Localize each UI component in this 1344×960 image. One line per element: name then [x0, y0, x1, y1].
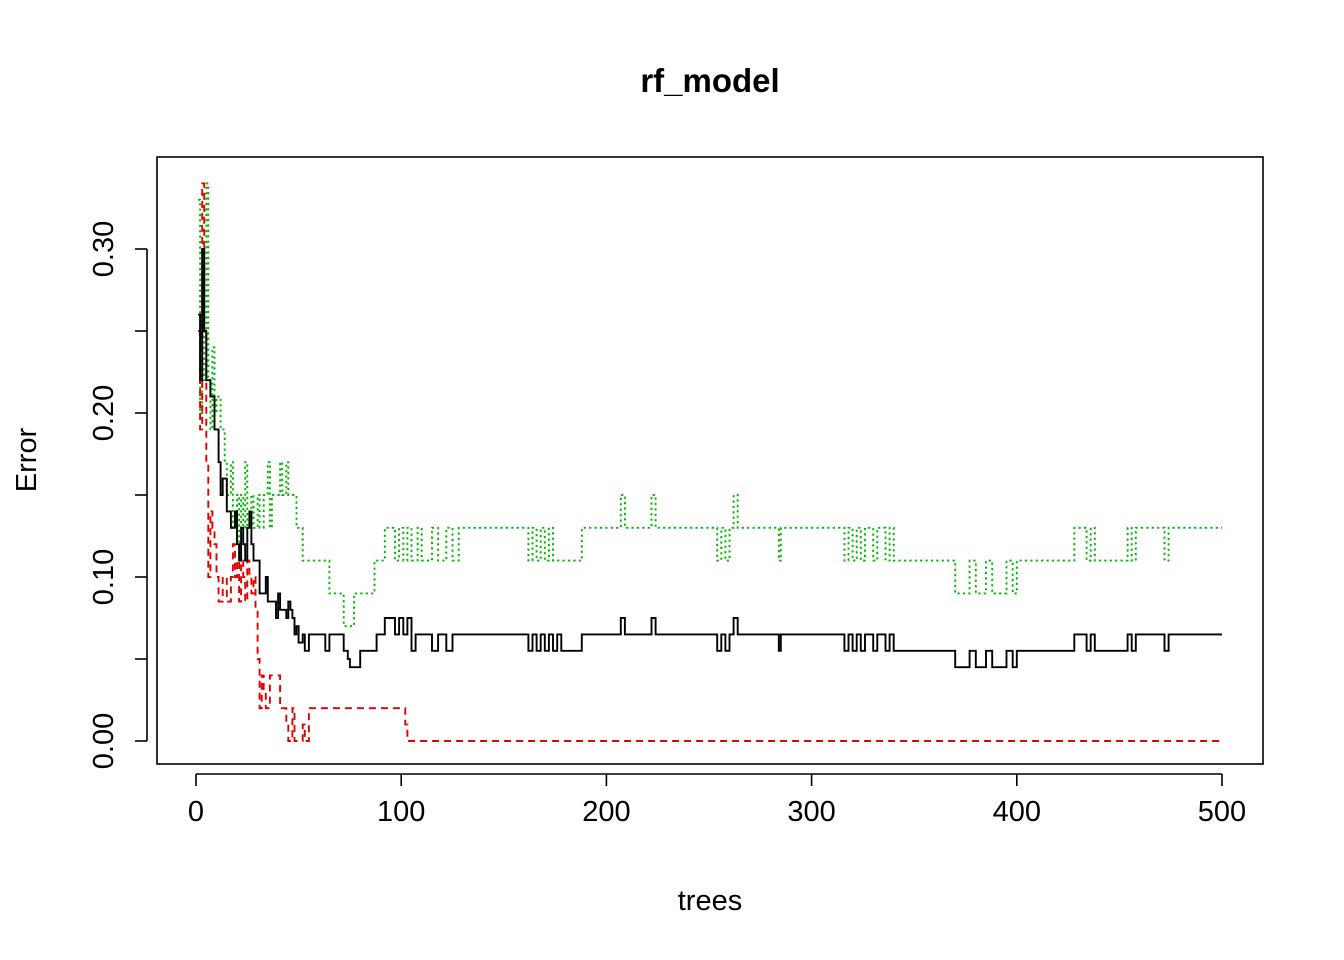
- x-axis-label: trees: [678, 885, 742, 917]
- y-axis-label: Error: [11, 427, 43, 492]
- x-axis: 0 100 200 300 400 500: [188, 773, 1246, 828]
- oob-error-line: [198, 248, 1222, 669]
- x-tick-label: 0: [188, 796, 204, 828]
- class-2-error-line: [198, 182, 1222, 628]
- y-tick-label: 0.00: [88, 713, 120, 769]
- x-tick-label: 300: [787, 796, 835, 828]
- y-tick-label: 0.30: [88, 221, 120, 277]
- y-tick-label: 0.20: [88, 385, 120, 441]
- class-1-error-line: [198, 182, 1222, 742]
- y-axis: 0.00 0.10 0.20 0.30: [88, 221, 148, 769]
- x-tick-label: 100: [377, 796, 425, 828]
- x-tick-label: 500: [1198, 796, 1246, 828]
- y-tick-label: 0.10: [88, 549, 120, 605]
- series-layer: [198, 182, 1222, 742]
- x-tick-label: 400: [993, 796, 1041, 828]
- x-tick-label: 200: [582, 796, 630, 828]
- plot-frame: [156, 156, 1264, 765]
- chart-title: rf_model: [640, 62, 779, 99]
